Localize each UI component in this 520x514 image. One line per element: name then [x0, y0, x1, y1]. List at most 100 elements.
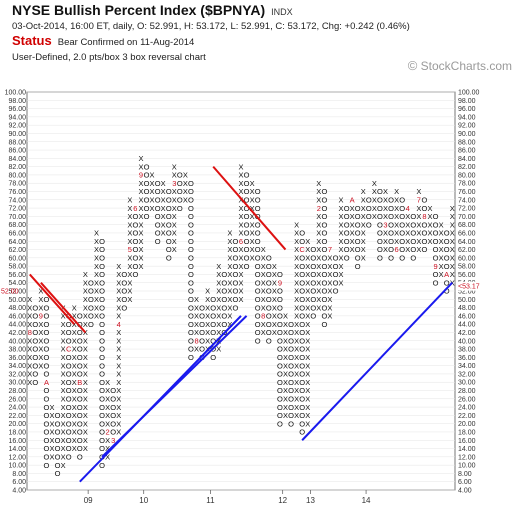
o-box: O [410, 245, 416, 254]
y-tick-label-left: 10.00 [8, 463, 26, 470]
x-box: X [27, 295, 32, 304]
o-box: O [188, 295, 194, 304]
o-box: O [266, 287, 272, 296]
o-box: O [99, 370, 105, 379]
o-box: O [288, 336, 294, 345]
x-box: X [250, 187, 255, 196]
o-box: O [255, 336, 261, 345]
o-box: O [233, 254, 239, 263]
y-tick-label-right: 66.00 [458, 230, 476, 237]
x-box: X [316, 262, 321, 271]
y-tick-label-left: 64.00 [8, 239, 26, 246]
o-box: O [299, 278, 305, 287]
x-box: X [294, 245, 299, 254]
x-box: X [205, 328, 210, 337]
x-box: X [105, 436, 110, 445]
x-box: X [327, 270, 332, 279]
y-tick-label-right: 70.00 [458, 214, 476, 221]
x-tick-label: 13 [306, 496, 315, 505]
o-box: O [77, 403, 83, 412]
x-box: X [427, 220, 432, 229]
x-box: X [94, 278, 99, 287]
x-box: X [238, 295, 243, 304]
o-box: O [66, 453, 72, 462]
x-box: X [250, 212, 255, 221]
x-box: X [216, 320, 221, 329]
o-box: O [266, 295, 272, 304]
o-box: O [77, 336, 83, 345]
y-tick-label-left: 88.00 [8, 139, 26, 146]
y-tick-label-left: 100.00 [5, 90, 27, 97]
o-box: O [255, 312, 261, 321]
o-box: O [188, 229, 194, 238]
o-box: O [244, 245, 250, 254]
o-box: O [321, 295, 327, 304]
x-box: X [339, 278, 344, 287]
x-box: X [61, 411, 66, 420]
o-box: O [55, 428, 61, 437]
o-box: O [377, 212, 383, 221]
watermark-text: StockCharts.com [420, 59, 512, 73]
x-box: X [339, 237, 344, 246]
x-box: X [38, 345, 43, 354]
x-box: X [350, 237, 355, 246]
o-box: O [244, 262, 250, 271]
x-box: X [194, 295, 199, 304]
x-box: X [305, 419, 310, 428]
x-box: X [305, 386, 310, 395]
o-box: O [44, 312, 50, 321]
x-box: X [61, 336, 66, 345]
x-box: X [405, 212, 410, 221]
x-box: X [50, 403, 55, 412]
x-box: X [72, 353, 77, 362]
y-tick-label-left: 12.00 [8, 454, 26, 461]
o-box: O [188, 254, 194, 263]
o-box: O [399, 245, 405, 254]
month-marker: A [44, 378, 49, 387]
x-box: X [83, 370, 88, 379]
o-box: O [144, 162, 150, 171]
o-box: O [299, 229, 305, 238]
o-box: O [188, 287, 194, 296]
o-box: O [188, 220, 194, 229]
o-box: O [388, 212, 394, 221]
o-box: O [99, 303, 105, 312]
o-box: O [166, 204, 172, 213]
o-box: O [121, 278, 127, 287]
o-box: O [277, 411, 283, 420]
o-box: O [321, 320, 327, 329]
x-box: X [94, 229, 99, 238]
o-box: O [244, 237, 250, 246]
x-box: X [238, 245, 243, 254]
o-box: O [177, 204, 183, 213]
x-box: X [116, 328, 121, 337]
x-box: X [205, 336, 210, 345]
x-box: X [439, 270, 444, 279]
o-box: O [188, 353, 194, 362]
x-box: X [305, 287, 310, 296]
o-box: O [55, 444, 61, 453]
x-box: X [283, 312, 288, 321]
x-box: X [361, 204, 366, 213]
o-box: O [377, 254, 383, 263]
x-box: X [83, 436, 88, 445]
y-tick-label-left: 84.00 [8, 156, 26, 163]
x-box: X [383, 195, 388, 204]
x-box: X [83, 411, 88, 420]
o-box: O [399, 229, 405, 238]
x-box: X [27, 353, 32, 362]
o-box: O [277, 287, 283, 296]
x-box: X [38, 328, 43, 337]
x-box: X [261, 320, 266, 329]
y-tick-label-right: 12.00 [458, 454, 476, 461]
o-box: O [121, 295, 127, 304]
y-tick-label-right: 82.00 [458, 164, 476, 171]
o-box: O [288, 361, 294, 370]
x-box: X [227, 237, 232, 246]
copyright-symbol: © [407, 58, 418, 73]
x-box: X [339, 229, 344, 238]
y-tick-label-left: 92.00 [8, 123, 26, 130]
y-tick-label-right: 38.00 [458, 347, 476, 354]
x-box: X [205, 295, 210, 304]
y-tick-label-right: 10.00 [458, 463, 476, 470]
